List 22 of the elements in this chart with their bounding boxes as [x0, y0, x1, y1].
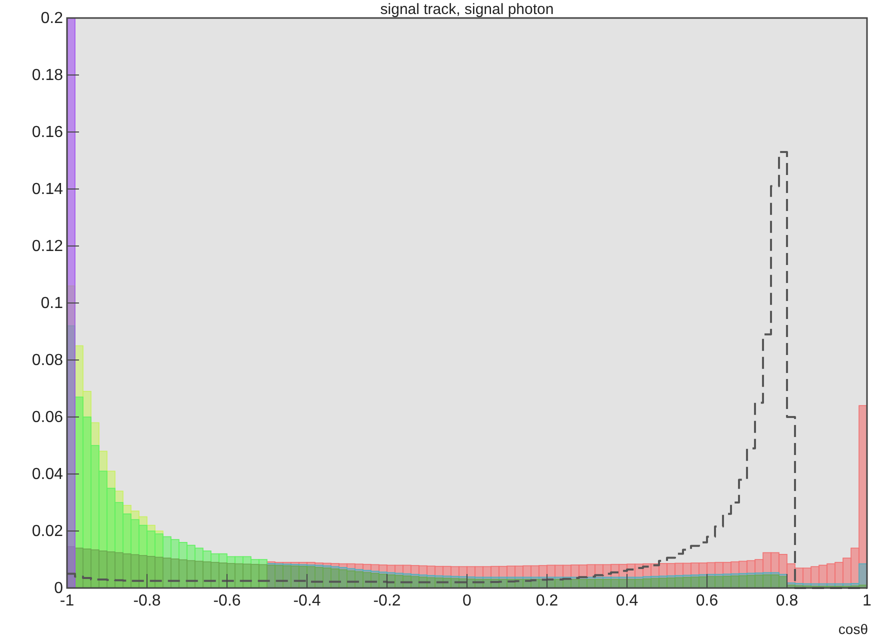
- y-tick-label: 0.06: [32, 409, 64, 426]
- x-tick-label: -0.2: [373, 592, 401, 610]
- x-tick-label: -0.8: [133, 592, 161, 610]
- x-tick-label: 0.8: [776, 592, 798, 610]
- y-tick-label: 0.12: [32, 238, 64, 256]
- y-tick-label: 0.02: [32, 523, 64, 540]
- x-axis-title: cosθ: [838, 621, 868, 637]
- y-tick-label: 0.16: [32, 124, 64, 142]
- y-tick-label: 0.14: [32, 181, 64, 198]
- x-tick-label: 0.4: [616, 592, 638, 610]
- y-tick-label: 0.08: [32, 352, 64, 370]
- x-tick-label: 1: [862, 592, 872, 610]
- y-tick-label: 0.1: [40, 295, 64, 312]
- x-tick-label: 0: [462, 592, 472, 610]
- x-tick-label: 0.2: [536, 592, 558, 610]
- x-tick-label: -0.6: [213, 592, 241, 610]
- x-tick-label: 0.6: [696, 592, 718, 610]
- chart-title: signal track, signal photon: [380, 1, 554, 18]
- y-tick-label: 0.04: [32, 466, 64, 484]
- y-tick-label: 0.2: [40, 10, 64, 28]
- y-tick-label: 0.18: [32, 67, 64, 84]
- x-tick-label: -0.4: [293, 592, 321, 610]
